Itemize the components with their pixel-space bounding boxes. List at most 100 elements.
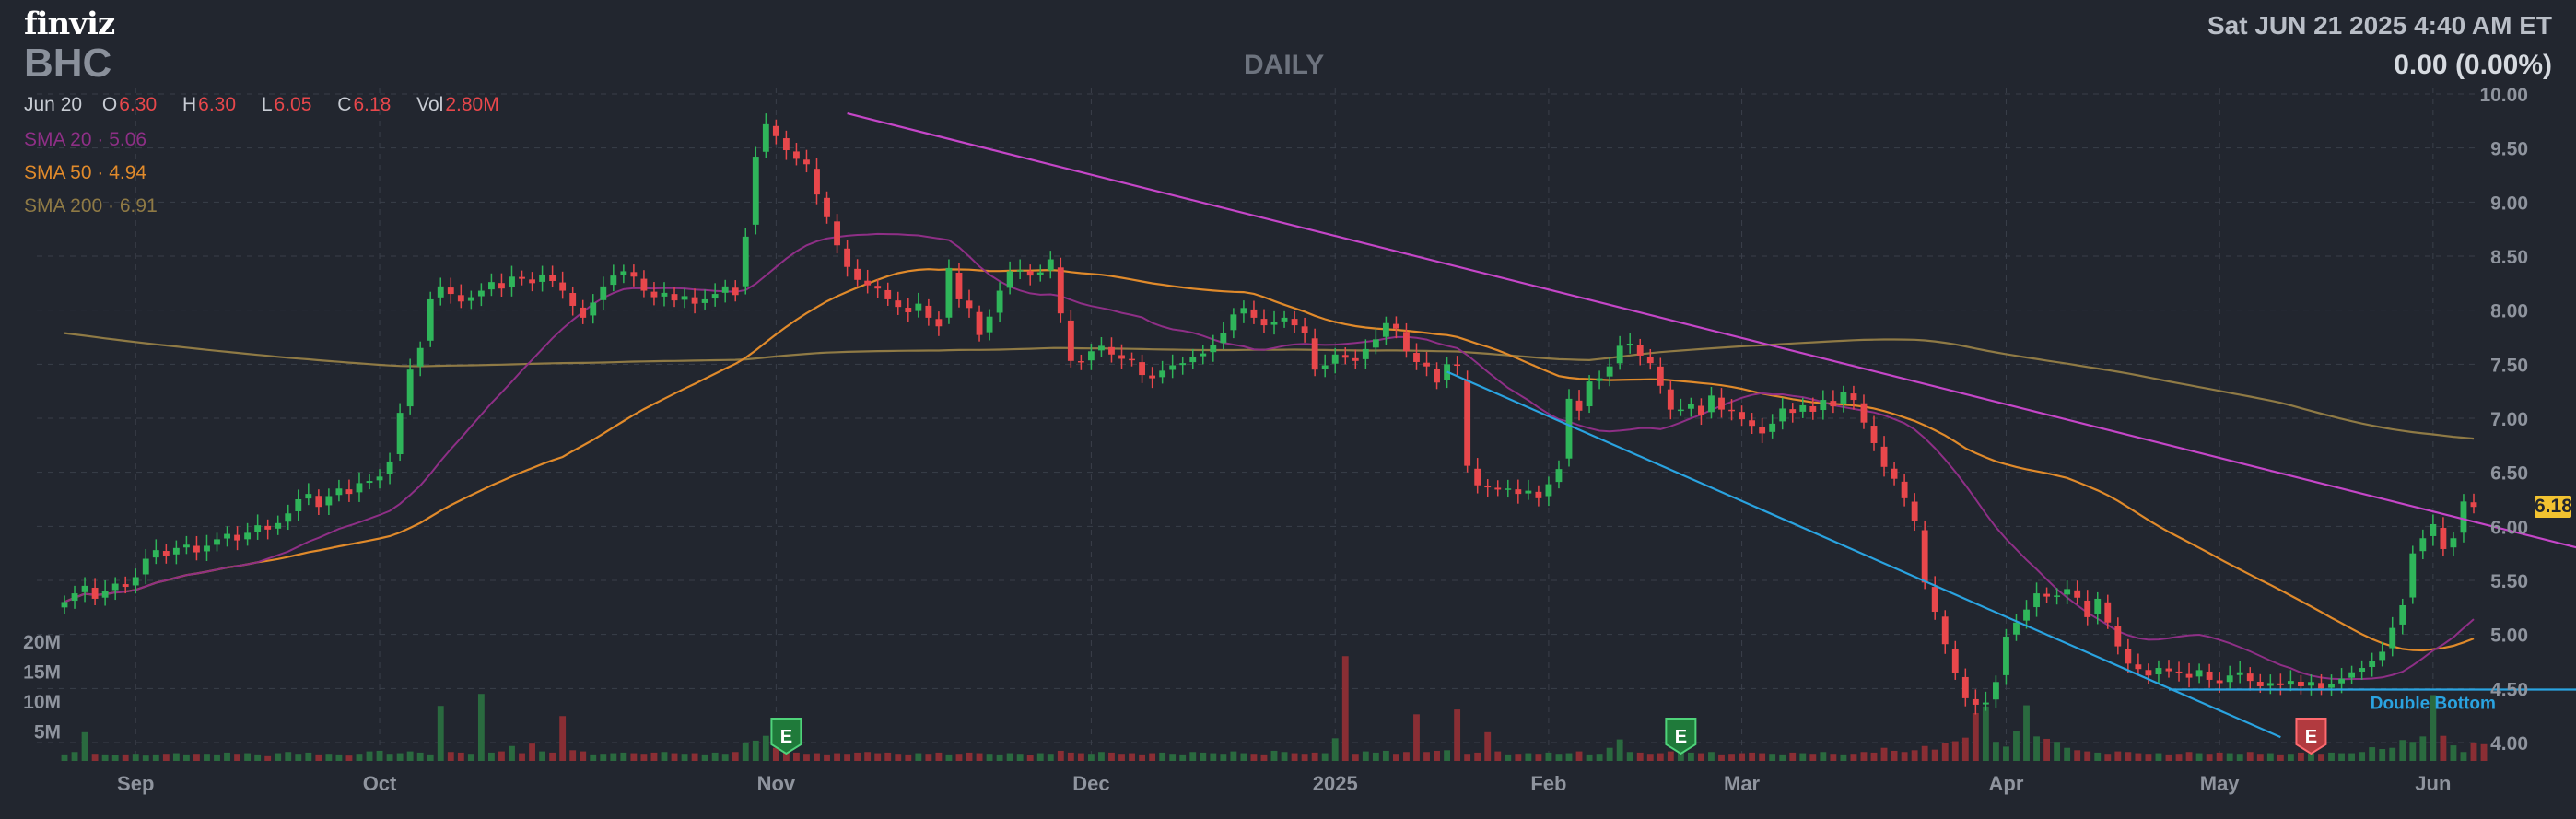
volume-bar	[1626, 752, 1633, 761]
volume-bar	[2135, 753, 2142, 761]
candle-body	[81, 585, 88, 592]
volume-bar	[1067, 752, 1074, 761]
volume-bar	[549, 752, 556, 761]
candle-body	[1270, 322, 1278, 325]
volume-bar	[2195, 753, 2203, 761]
volume-bar	[1911, 750, 1918, 761]
volume-bar	[2216, 752, 2223, 761]
candle-body	[1169, 365, 1177, 370]
volume-bar	[2389, 747, 2396, 761]
candle-body	[2298, 682, 2304, 686]
candle-body	[366, 481, 373, 484]
candle-body	[1982, 702, 1989, 705]
candle-body	[1331, 354, 1339, 364]
volume-bar	[824, 754, 830, 761]
candle-body	[2125, 649, 2132, 664]
high-label: H	[181, 94, 197, 115]
volume-bar	[427, 754, 434, 761]
volume-bar	[1809, 754, 1817, 761]
candle-body	[224, 533, 230, 539]
month-label: Sep	[117, 772, 154, 795]
candle-body	[1341, 355, 1349, 358]
candle-body	[539, 274, 546, 282]
candle-body	[2033, 593, 2040, 608]
candle-body	[1108, 346, 1115, 355]
candle-body	[630, 272, 638, 277]
candle-body	[1951, 648, 1959, 673]
volume-bar	[1026, 755, 1034, 761]
ticker-symbol: BHC	[24, 41, 112, 86]
volume-bar	[1077, 753, 1084, 761]
volume-bar	[844, 754, 851, 761]
candle-body	[1779, 408, 1786, 422]
earnings-marker-icon[interactable]: E	[770, 718, 802, 755]
volume-bar	[803, 754, 810, 761]
volume-bar	[1941, 743, 1949, 761]
sma50-legend[interactable]: SMA 50 · 4.94	[24, 162, 147, 183]
candle-body	[711, 294, 719, 299]
volume-bar	[457, 752, 464, 761]
volume-bar	[1880, 747, 1888, 761]
candle-body	[1505, 488, 1512, 490]
candle-body	[1596, 378, 1603, 381]
volume-bar	[2348, 753, 2356, 761]
candle-body	[834, 221, 840, 246]
candle-body	[71, 593, 78, 602]
earnings-marker-icon[interactable]: E	[2295, 718, 2327, 755]
price-tick-label: 7.50	[2490, 355, 2528, 376]
candle-body	[2074, 590, 2081, 598]
candle-body	[569, 293, 577, 306]
candle-body	[1220, 333, 1227, 344]
earnings-marker-icon[interactable]: E	[1665, 718, 1697, 755]
volume-bar	[152, 754, 159, 761]
volume-bar	[1992, 742, 1999, 761]
candle-body	[376, 476, 383, 481]
volume-bar	[1575, 751, 1583, 761]
volume-bar	[742, 742, 749, 761]
volume-bar	[2104, 754, 2112, 761]
volume-bar	[305, 752, 312, 761]
volume-bar	[1535, 754, 1542, 761]
candle-body	[2104, 602, 2112, 623]
candle-body	[1077, 360, 1084, 363]
price-tick-label: 4.50	[2490, 679, 2528, 700]
datetime-label: Sat JUN 21 2025 4:40 AM ET	[2207, 11, 2552, 40]
volume-bar	[864, 752, 872, 761]
finviz-logo[interactable]: finviz	[24, 6, 115, 42]
sma200-legend[interactable]: SMA 200 · 6.91	[24, 195, 158, 216]
volume-bar	[996, 754, 1003, 761]
candle-body	[1291, 319, 1298, 326]
volume-bar	[2165, 754, 2172, 761]
volume-label: Vol	[416, 94, 444, 115]
volume-bar	[2480, 743, 2488, 761]
volume-bar	[2419, 736, 2427, 761]
volume-bar	[1260, 754, 1268, 761]
volume-bar	[1555, 754, 1563, 761]
volume-bar	[498, 751, 505, 761]
sma50-line	[64, 268, 2475, 652]
sma20-legend[interactable]: SMA 20 · 5.06	[24, 129, 147, 150]
candle-body	[864, 280, 872, 286]
candle-body	[1657, 366, 1664, 386]
candle-body	[498, 283, 505, 289]
candle-body	[1941, 616, 1949, 645]
volume-bar	[691, 753, 698, 761]
volume-bar	[915, 753, 922, 761]
candle-body	[1210, 345, 1217, 353]
volume-bar	[884, 752, 892, 761]
earnings-badge	[770, 718, 802, 755]
candle-body	[1454, 364, 1461, 367]
volume-bar	[1769, 754, 1776, 761]
volume-bar	[895, 754, 902, 761]
volume-bar	[264, 755, 272, 761]
sma20-line	[64, 232, 2475, 681]
volume-bar	[1454, 709, 1461, 761]
price-change: 0.00 (0.00%)	[2394, 50, 2552, 80]
volume-bar	[1189, 752, 1197, 761]
candle-body	[1555, 469, 1563, 483]
candle-body	[935, 319, 943, 327]
volume-bar	[1799, 753, 1807, 761]
volume-bar	[1352, 754, 1359, 761]
volume-bar	[142, 755, 149, 761]
